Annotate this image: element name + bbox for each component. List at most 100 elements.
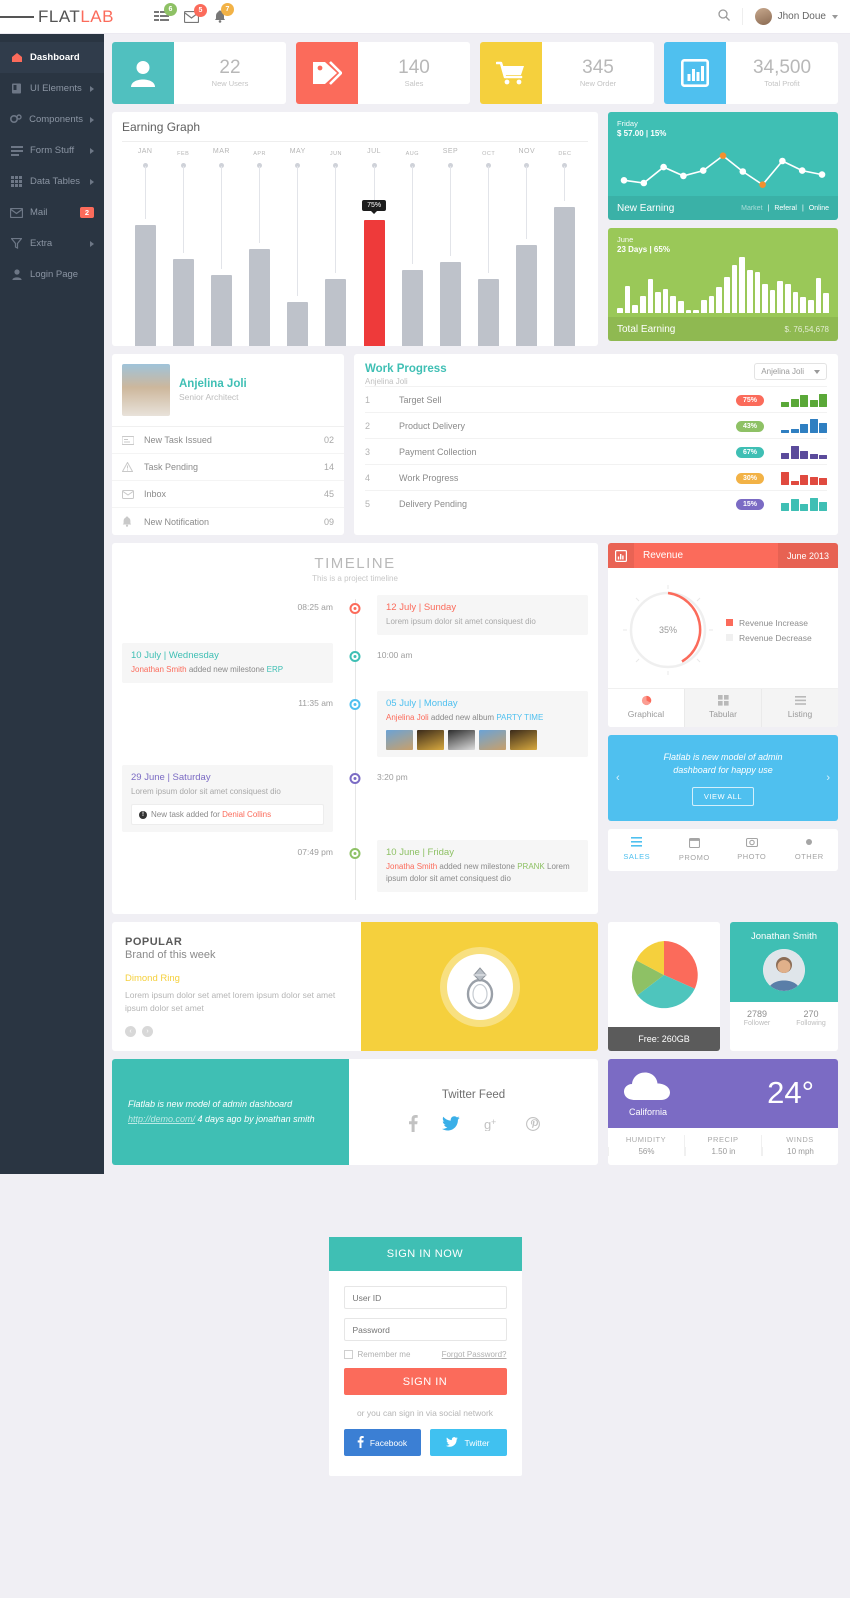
bar-column[interactable]: DEC bbox=[546, 151, 584, 346]
bar[interactable] bbox=[478, 278, 500, 346]
promo-carousel[interactable]: ‹ Flatlab is new model of admin dashboar… bbox=[608, 735, 838, 821]
tasks-icon[interactable]: 6 bbox=[153, 3, 177, 23]
signin-button[interactable]: SIGN IN bbox=[343, 1368, 507, 1396]
twitter-icon[interactable] bbox=[441, 1116, 460, 1134]
timeline-time: 11:35 am bbox=[298, 698, 333, 708]
timeline-body: Lorem ipsum dolor sit amet consiquest di… bbox=[386, 617, 536, 626]
bar-column[interactable]: JUN bbox=[317, 151, 355, 346]
bar[interactable] bbox=[516, 245, 538, 346]
bar[interactable] bbox=[554, 206, 576, 346]
envelope-icon[interactable]: 5 bbox=[183, 3, 207, 23]
app-logo[interactable]: FLATLAB bbox=[38, 7, 114, 27]
bar-column[interactable]: OCT bbox=[470, 151, 508, 346]
bar[interactable] bbox=[210, 275, 232, 346]
chevron-left-icon[interactable]: ‹ bbox=[125, 1026, 136, 1038]
tab-graphical[interactable]: Graphical bbox=[608, 689, 684, 727]
new-earning-panel[interactable]: Friday $ 57.00 | 15% New Earning Market |… bbox=[608, 112, 838, 220]
bell-icon[interactable]: 7 bbox=[214, 3, 234, 23]
table-row[interactable]: 1 Target Sell 75% bbox=[365, 386, 827, 412]
google-plus-icon[interactable]: g + bbox=[484, 1117, 502, 1134]
sidebar-item-form-stuff[interactable]: Form Stuff bbox=[0, 135, 104, 166]
bar-column[interactable]: MAR bbox=[202, 148, 240, 346]
facebook-signin-button[interactable]: Facebook bbox=[343, 1429, 421, 1457]
sidebar-item-mail[interactable]: Mail 2 bbox=[0, 197, 104, 228]
thumbnail[interactable] bbox=[448, 730, 475, 750]
user-menu[interactable]: Jhon Doue bbox=[741, 8, 838, 25]
stat-card-new-users[interactable]: 22 New Users bbox=[112, 42, 286, 104]
timeline-card[interactable]: 29 June | Saturday Lorem ipsum dolor sit … bbox=[122, 765, 333, 832]
bar[interactable] bbox=[401, 270, 423, 346]
remember-me-checkbox[interactable] bbox=[343, 1350, 353, 1360]
bar-column[interactable]: SEP bbox=[431, 148, 469, 346]
search-icon[interactable] bbox=[717, 9, 730, 24]
sidebar-item-components[interactable]: Components bbox=[0, 104, 104, 135]
bar[interactable] bbox=[172, 258, 194, 346]
sidebar-item-dashboard[interactable]: Dashboard bbox=[0, 42, 104, 73]
twitter-quote-link[interactable]: http://demo.com/ bbox=[128, 1114, 196, 1125]
table-row[interactable]: 3 Payment Collection 67% bbox=[365, 438, 827, 464]
stat-card-total-profit[interactable]: 34,500 Total Profit bbox=[664, 42, 838, 104]
chevron-right-icon[interactable]: › bbox=[142, 1026, 153, 1038]
facebook-icon[interactable] bbox=[408, 1115, 418, 1135]
sidebar-item-extra[interactable]: Extra bbox=[0, 228, 104, 259]
timeline-card[interactable]: 12 July | Sunday Lorem ipsum dolor sit am… bbox=[377, 595, 588, 635]
bar-column[interactable]: JAN bbox=[126, 148, 164, 346]
timeline-card[interactable]: 10 June | Friday Jonatha Smith added new … bbox=[377, 840, 588, 892]
bar[interactable] bbox=[134, 225, 156, 346]
timeline-thumbnails[interactable] bbox=[386, 730, 579, 750]
timeline-card[interactable]: 05 July | Monday Anjelina Joli added new … bbox=[377, 691, 588, 757]
sidebar-item-data-tables[interactable]: Data Tables bbox=[0, 166, 104, 197]
table-row[interactable]: 5 Delivery Pending 15% bbox=[365, 490, 827, 516]
tab-tabular[interactable]: Tabular bbox=[684, 689, 761, 727]
quad-tab-promo[interactable]: PROMO bbox=[666, 837, 724, 862]
envelope-icon bbox=[122, 489, 144, 499]
bar[interactable] bbox=[325, 278, 347, 346]
bar[interactable] bbox=[439, 262, 461, 346]
bar-column[interactable]: APR bbox=[241, 151, 279, 346]
bar-column[interactable]: AUG bbox=[393, 151, 431, 346]
earning-bar-chart[interactable]: JAN FEB MAR APR MAY JUN JUL 75% AUG SEP OCT NOV DEC bbox=[122, 146, 588, 346]
bar[interactable]: 75% bbox=[362, 200, 387, 346]
menu-toggle-button[interactable] bbox=[0, 14, 34, 20]
chevron-right-icon[interactable]: › bbox=[826, 772, 830, 784]
user-id-input[interactable] bbox=[343, 1286, 507, 1310]
quad-tab-sales[interactable]: SALES bbox=[608, 837, 666, 862]
stat-card-new-order[interactable]: 345 New Order bbox=[480, 42, 654, 104]
profile-stat-row[interactable]: Task Pending 14 bbox=[112, 454, 344, 481]
stat-card-sales[interactable]: 140 Sales bbox=[296, 42, 470, 104]
twitter-signin-button[interactable]: Twitter bbox=[429, 1429, 507, 1457]
pinterest-icon[interactable] bbox=[525, 1116, 540, 1134]
link-market[interactable]: Market bbox=[741, 204, 763, 212]
profile-stat-row[interactable]: New Task Issued 02 bbox=[112, 427, 344, 454]
thumbnail[interactable] bbox=[510, 730, 537, 750]
chevron-left-icon[interactable]: ‹ bbox=[616, 772, 620, 784]
bar-column[interactable]: MAY bbox=[279, 148, 317, 346]
new-earning-links[interactable]: Market | Referal | Online bbox=[741, 204, 829, 212]
profile-stat-row[interactable]: Inbox 45 bbox=[112, 481, 344, 508]
thumbnail[interactable] bbox=[386, 730, 413, 750]
quad-tab-photo[interactable]: PHOTO bbox=[723, 837, 781, 862]
total-earning-panel[interactable]: June 23 Days | 65% Total Earning $. 76,5… bbox=[608, 228, 838, 341]
view-all-button[interactable]: VIEW ALL bbox=[691, 786, 755, 806]
bar-column[interactable]: JUL 75% bbox=[355, 148, 393, 346]
sidebar-item-ui-elements[interactable]: UI Elements bbox=[0, 73, 104, 104]
bar-column[interactable]: NOV bbox=[508, 148, 546, 346]
work-progress-select[interactable]: Anjelina Joli bbox=[754, 363, 827, 380]
link-referal[interactable]: Referal bbox=[774, 204, 797, 212]
timeline-card[interactable]: 10 July | Wednesday Jonathan Smith added … bbox=[122, 643, 333, 683]
table-row[interactable]: 2 Product Delivery 43% bbox=[365, 412, 827, 438]
link-online[interactable]: Online bbox=[808, 204, 829, 212]
thumbnail[interactable] bbox=[417, 730, 444, 750]
quad-tab-other[interactable]: OTHER bbox=[781, 837, 839, 862]
bar[interactable] bbox=[287, 302, 309, 346]
forgot-password-link[interactable]: Forgot Password? bbox=[441, 1350, 507, 1360]
tab-listing[interactable]: Listing bbox=[761, 689, 838, 727]
remember-me-label: Remember me bbox=[357, 1350, 411, 1360]
password-input[interactable] bbox=[343, 1318, 507, 1342]
thumbnail[interactable] bbox=[479, 730, 506, 750]
table-row[interactable]: 4 Work Progress 30% bbox=[365, 464, 827, 490]
profile-stat-row[interactable]: New Notification 09 bbox=[112, 508, 344, 535]
sidebar-item-login-page[interactable]: Login Page bbox=[0, 259, 104, 290]
bar[interactable] bbox=[249, 248, 271, 346]
bar-column[interactable]: FEB bbox=[164, 151, 202, 346]
